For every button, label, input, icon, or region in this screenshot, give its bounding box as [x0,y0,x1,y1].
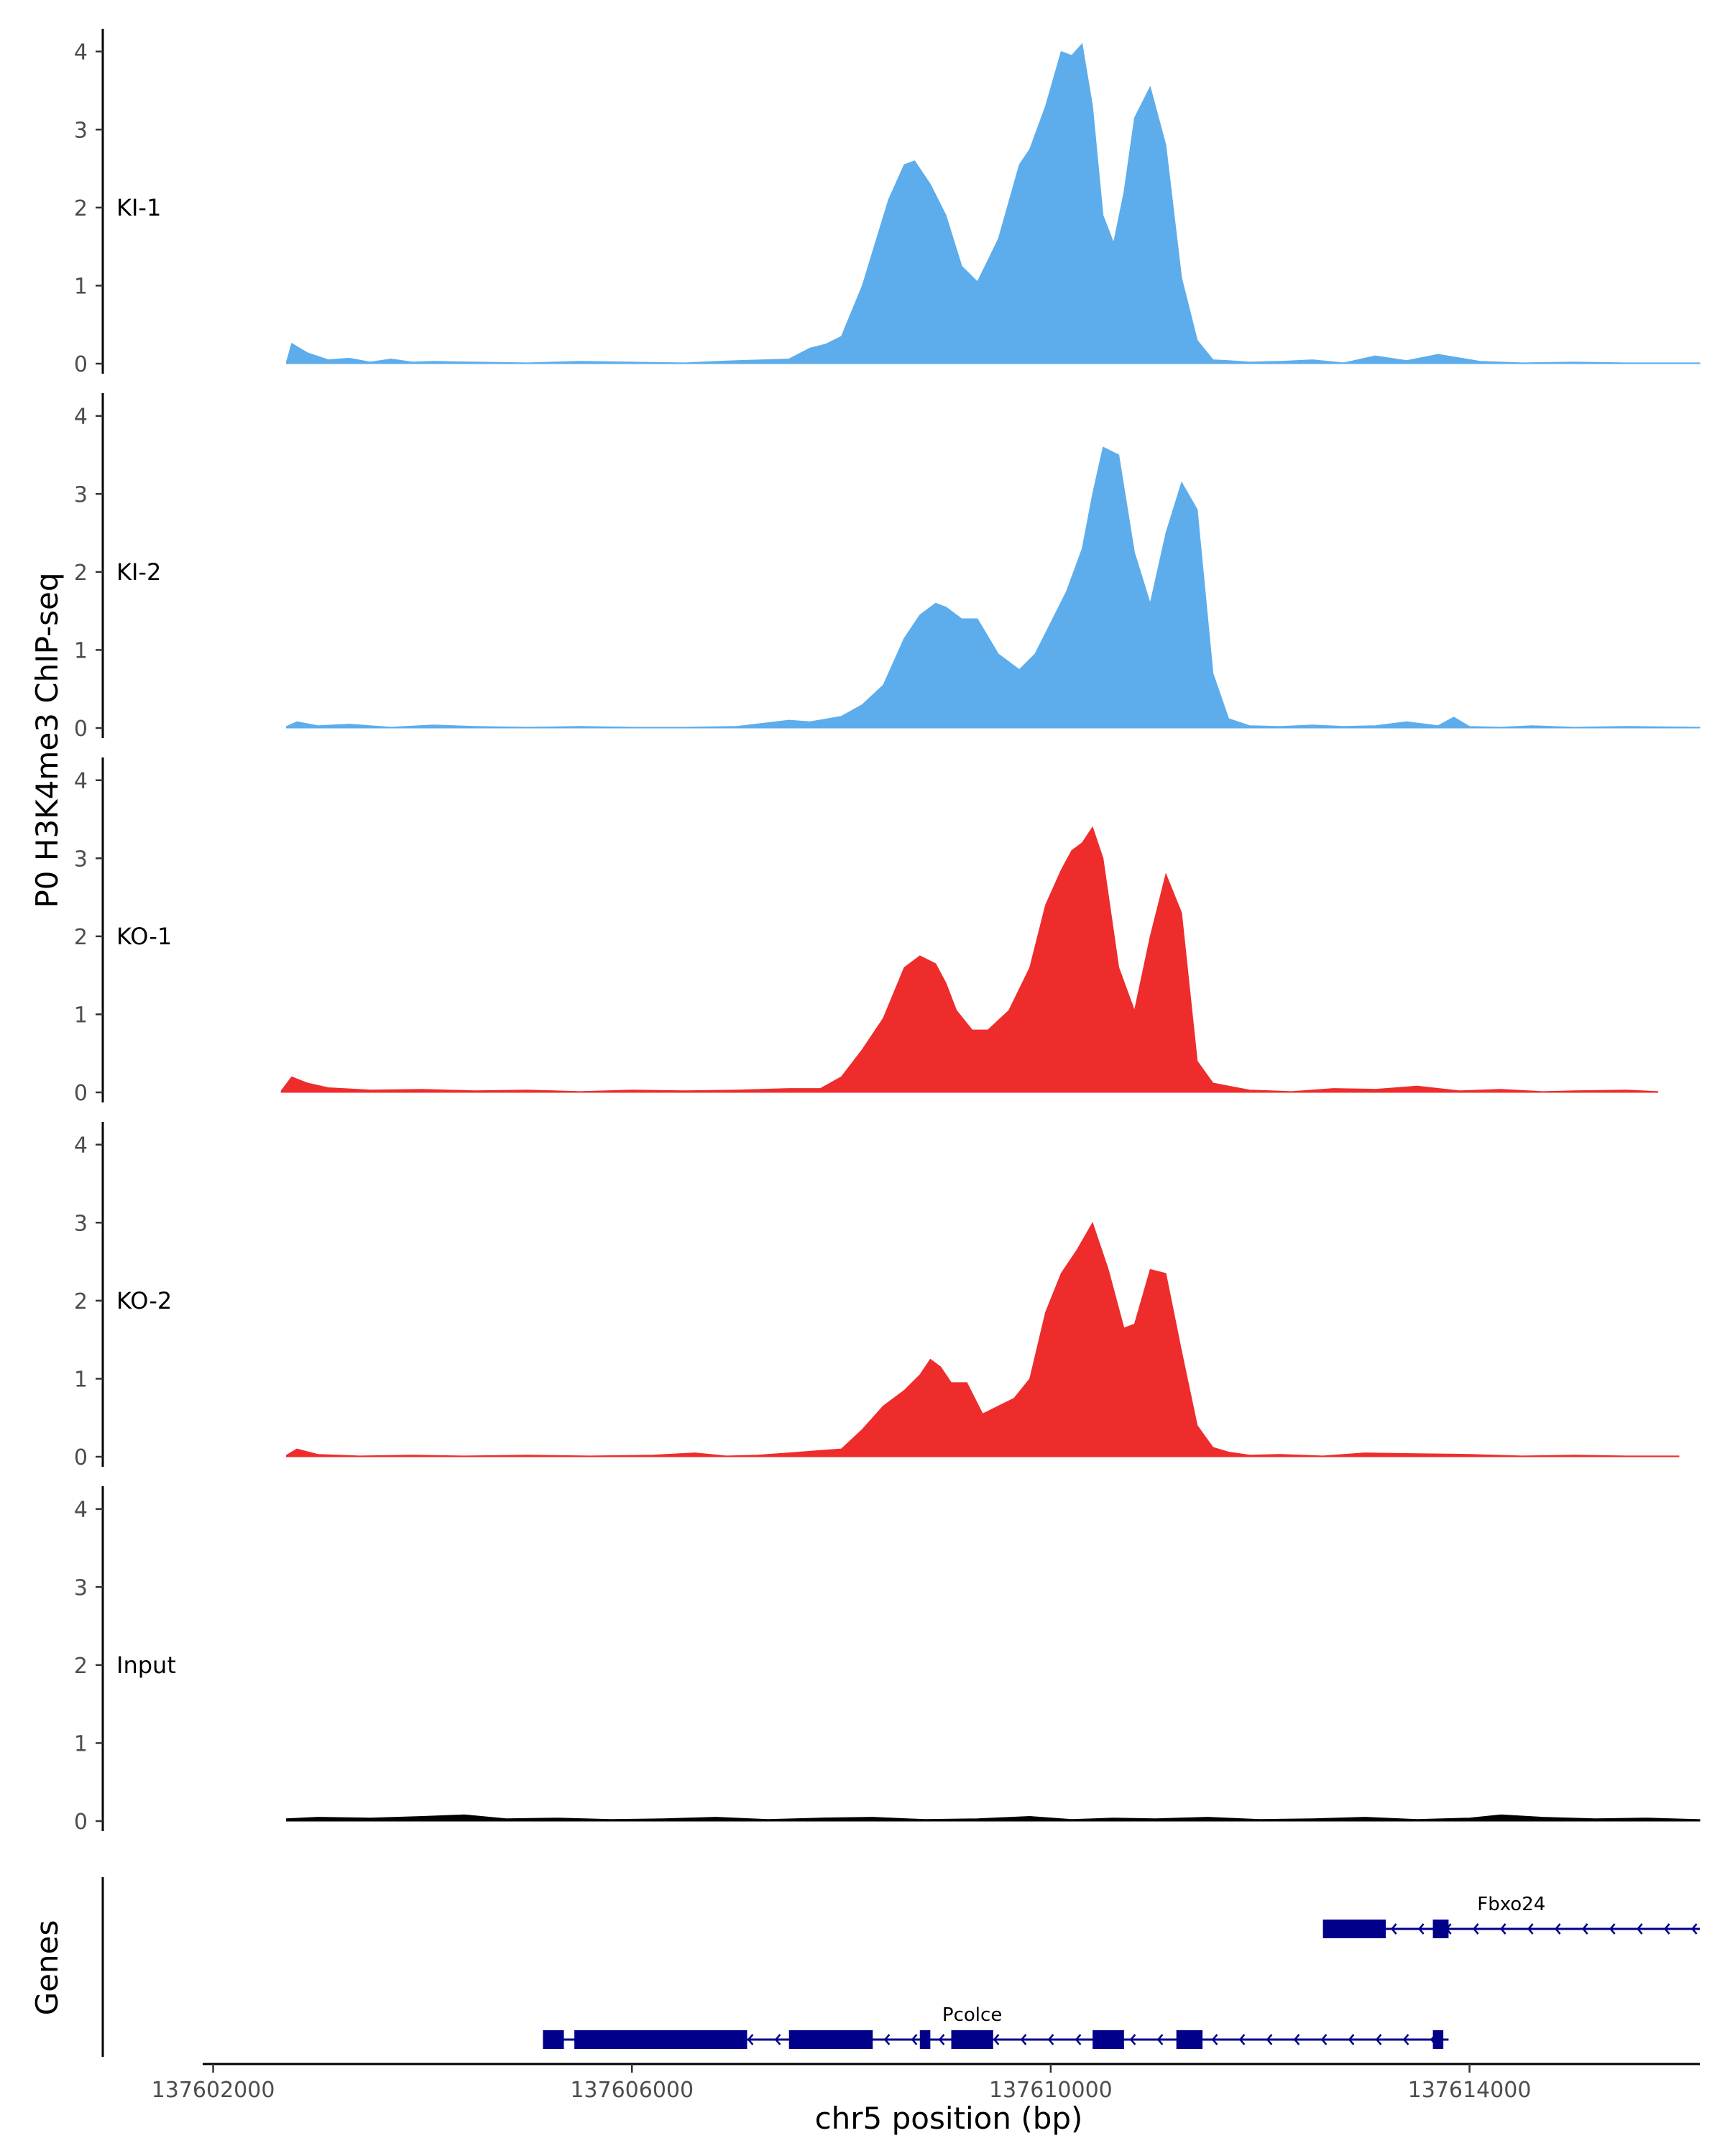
track-label: KI-2 [116,558,161,586]
strand-arrow [1293,2034,1300,2045]
y-tick-label: 0 [74,352,88,377]
y-tick-label: 1 [74,1003,88,1028]
y-tick-label: 1 [74,1731,88,1756]
strand-arrow [774,2034,781,2045]
x-axis: 137602000 137606000 137610000 137614000 [152,2063,1700,2103]
track-label: KI-1 [116,194,161,221]
strand-arrow [1499,1923,1506,1935]
track-panel-ko-1: 0 1 2 3 4 KO-1 [74,757,1659,1106]
strand-arrow [1690,1923,1698,1935]
strand-arrow [1375,2034,1382,2045]
y-tick-label: 3 [74,1211,88,1236]
strand-arrow [938,2034,945,2045]
exon [1092,2030,1124,2049]
strand-arrow [1075,2034,1082,2045]
y-tick-label: 4 [74,1133,88,1158]
y-tick-label: 2 [74,925,88,950]
x-tick-label: 137614000 [1408,2078,1532,2103]
track-panel-ki-2: 0 1 2 3 4 KI-2 [74,393,1701,742]
strand-arrow [1402,2034,1409,2045]
strand-arrow [747,2034,754,2045]
genes-panel: Fbxo24 Pcolce [101,1877,1700,2057]
signal-area-ki-1 [286,42,1701,364]
strand-arrow [1047,2034,1054,2045]
strand-arrow [1348,2034,1355,2045]
y-tick-label: 4 [74,40,88,65]
strand-arrow [1609,1923,1616,1935]
track-panel-ki-1: 0 1 2 3 4 KI-1 [74,29,1701,377]
exon [788,2030,873,2049]
exon [1176,2030,1203,2049]
y-tick-label: 2 [74,1654,88,1679]
strand-arrow [1320,2034,1328,2045]
exon [1432,1920,1449,1938]
strand-arrow [1390,1923,1397,1935]
y-tick-label: 4 [74,1498,88,1523]
exon [543,2030,564,2049]
strand-arrow [1472,1923,1479,1935]
signal-area-ko-1 [280,826,1659,1093]
track-panel-input: 0 1 2 3 4 Input [74,1486,1701,1835]
exon [1322,1920,1386,1938]
y-tick-label: 3 [74,847,88,872]
x-tick-label: 137606000 [570,2078,694,2103]
strand-arrow [993,2034,1000,2045]
strand-arrow [883,2034,891,2045]
strand-arrow [1211,2034,1218,2045]
exon [919,2030,931,2049]
track-label: KO-2 [116,1287,172,1314]
y-tick-label: 3 [74,118,88,143]
x-tick-label: 137610000 [989,2078,1113,2103]
track-label: KO-1 [116,923,172,950]
y-tick-label: 0 [74,1445,88,1470]
y-tick-label: 1 [74,638,88,663]
strand-arrow [1527,1923,1534,1935]
strand-arrow [1156,2034,1164,2045]
exon [574,2030,748,2049]
y-tick-label: 4 [74,769,88,794]
track-panel-ko-2: 0 1 2 3 4 KO-2 [74,1122,1680,1470]
signal-area-ki-2 [286,446,1701,729]
exon [951,2030,993,2049]
gene-label: Fbxo24 [1477,1894,1545,1915]
strand-arrow [1663,1923,1670,1935]
y-tick-label: 1 [74,1367,88,1392]
track-label: Input [116,1651,176,1679]
signal-area-input [286,1814,1701,1822]
strand-arrow [1554,1923,1561,1935]
gene-label: Pcolce [942,2004,1002,2026]
y-tick-label: 3 [74,1575,88,1600]
y-tick-label: 0 [74,1810,88,1835]
strand-arrow [1417,1923,1425,1935]
track-panels: 0 1 2 3 4 KI-1 0 1 2 3 4 KI-2 0 1 2 3 4 KO-1 0 1 2 3 4 KO-2 0 1 2 3… [74,29,1701,1835]
y-tick-label: 2 [74,1289,88,1314]
signal-area-ko-2 [286,1222,1680,1457]
strand-arrow [1129,2034,1136,2045]
strand-arrow [1020,2034,1027,2045]
strand-arrow [1581,1923,1588,1935]
strand-arrow [911,2034,918,2045]
y-tick-label: 0 [74,717,88,742]
y-axis-title: P0 H3K4me3 ChIP-seq [29,572,65,908]
x-axis-title: chr5 position (bp) [815,2101,1083,2136]
y-tick-label: 3 [74,482,88,507]
genes-axis-title: Genes [29,1920,65,2016]
y-tick-label: 0 [74,1081,88,1106]
strand-arrow [1266,2034,1273,2045]
y-tick-label: 4 [74,405,88,430]
gene-fbxo24: Fbxo24 [1322,1894,1700,1938]
gene-pcolce: Pcolce [543,2004,1449,2049]
y-tick-label: 2 [74,196,88,221]
strand-arrow [1238,2034,1246,2045]
y-tick-label: 1 [74,274,88,299]
x-tick-label: 137602000 [152,2078,275,2103]
strand-arrow [1636,1923,1643,1935]
exon [1432,2030,1444,2049]
y-tick-label: 2 [74,561,88,586]
